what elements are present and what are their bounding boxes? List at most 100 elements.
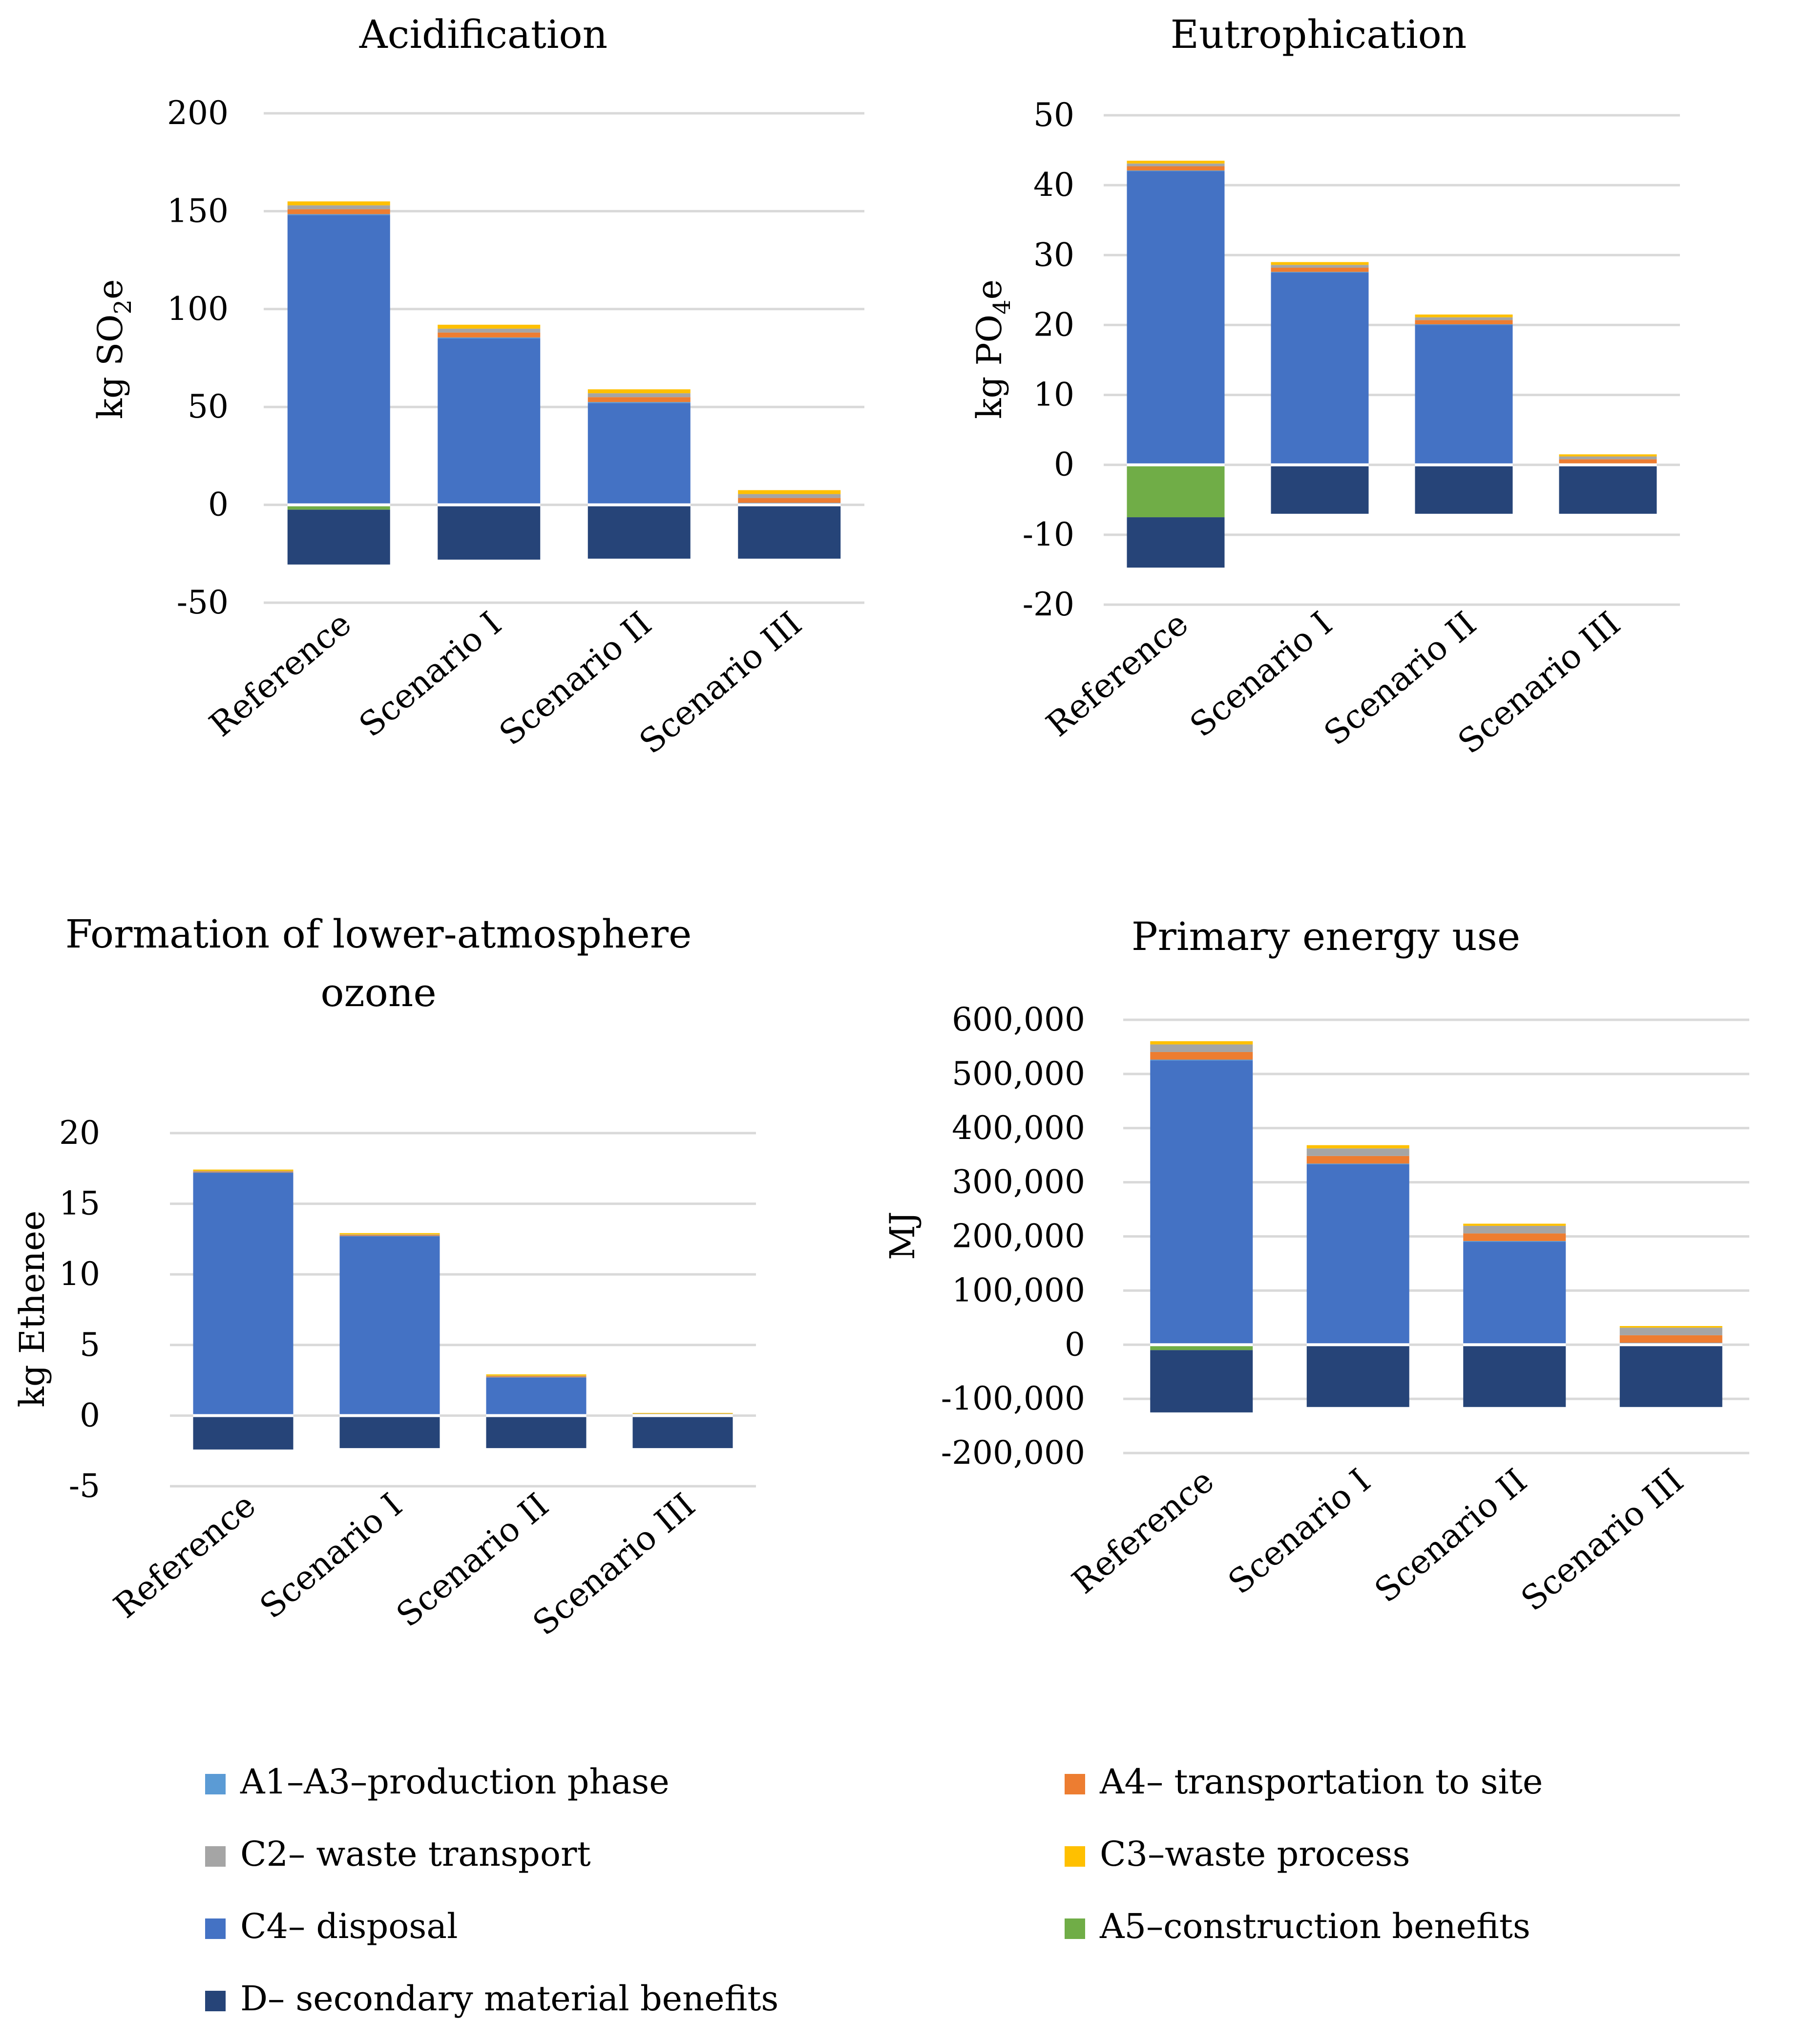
y-tick-label: -10 [1023,516,1074,553]
legend-label: C4– disposal [240,1906,458,1946]
bar-segment-a4-transportation-to-site [1559,459,1657,464]
y-axis-label-main: kg SO [90,315,130,420]
bar-segment-a4-transportation-to-site [287,209,390,214]
y-tick-label: 0 [208,486,229,524]
bar-stack-scenario-ii [1463,1223,1566,1407]
y-tick-label: -5 [69,1467,100,1505]
bar-stack-reference [1150,1041,1253,1412]
legend-swatch [205,1918,226,1939]
bar-segment-c4-disposal [1150,1060,1253,1345]
bar-segment-d-secondary-material-benefits [287,509,390,565]
bar-segment-c3-waste-process [486,1374,587,1376]
bar-segment-c2-waste-transport [632,1413,733,1414]
legend-item-c2-waste-transport: C2– waste transport [205,1834,591,1874]
y-tick-label: 200 [167,94,229,132]
y-tick-label: 300,000 [952,1163,1085,1201]
legend-swatch [1065,1846,1085,1867]
chart-title: Primary energy use [1132,914,1520,959]
bars [287,201,841,565]
legend-swatch [205,1846,226,1867]
legend-item-a4-transportation-to-site: A4– transportation to site [1065,1762,1543,1802]
bar-segment-c2-waste-transport [193,1171,294,1172]
bar-stack-reference [193,1169,294,1450]
y-tick-label: 100 [167,290,229,328]
bar-segment-c3-waste-process [1127,161,1225,164]
y-tick-label: 0 [80,1396,100,1434]
bar-segment-d-secondary-material-benefits [1415,464,1513,514]
bar-segment-c2-waste-transport [738,494,841,498]
bar-segment-a4-transportation-to-site [486,1376,587,1377]
y-tick-label: -50 [177,584,229,621]
bar-segment-a1-a3-production-phase [1463,1241,1566,1242]
y-tick-label: -200,000 [941,1434,1085,1472]
legend-swatch [1065,1774,1085,1794]
bar-segment-c4-disposal [1306,1164,1409,1345]
y-tick-label: 10 [1033,376,1074,414]
bar-segment-a4-transportation-to-site [1463,1233,1566,1241]
bar-segment-a5-construction-benefits [1150,1345,1253,1350]
bar-segment-a5-construction-benefits [287,505,390,510]
bar-segment-c4-disposal [193,1172,294,1416]
y-tick-label: 400,000 [952,1109,1085,1147]
y-tick-label: 20 [1033,306,1074,343]
bar-segment-c4-disposal [1127,171,1225,465]
y-tick-label: 0 [1054,446,1074,484]
chart-formation-of-lower-atmosphere-ozone: Formation of lower-atmosphere ozone -5 0 5 10… [12,911,756,1643]
y-axis-label: kg SO2e [90,279,137,420]
legend-item-c3-waste-process: C3–waste process [1065,1834,1410,1874]
y-axis-label-tail: e [969,279,1009,299]
bar-segment-c3-waste-process [1619,1326,1722,1328]
legend-label: A4– transportation to site [1099,1762,1543,1802]
legend-swatch [1065,1918,1085,1939]
bar-segment-c3-waste-process [1463,1223,1566,1226]
bar-segment-a1-a3-production-phase [738,503,841,504]
bar-segment-a1-a3-production-phase [587,402,691,403]
y-tick-label: 0 [1065,1326,1085,1363]
chart-title: Eutrophication [1171,12,1467,57]
bar-segment-d-secondary-material-benefits [1150,1350,1253,1412]
bar-segment-c2-waste-transport [1463,1225,1566,1234]
y-tick-label: 150 [167,192,229,230]
bar-segment-a1-a3-production-phase [1306,1163,1409,1165]
bar-segment-c3-waste-process [193,1169,294,1171]
legend-item-a5-construction-benefits: A5–construction benefits [1065,1906,1530,1946]
bar-segment-a1-a3-production-phase [193,1172,294,1173]
bar-segment-d-secondary-material-benefits [1271,464,1369,514]
bar-segment-d-secondary-material-benefits [587,505,691,559]
bar-segment-c2-waste-transport [1306,1148,1409,1156]
legend-label: C3–waste process [1100,1834,1410,1874]
y-tick-label: 20 [59,1114,100,1152]
bar-stack-scenario-ii [1415,314,1513,514]
bar-segment-c2-waste-transport [1127,163,1225,167]
bar-segment-a1-a3-production-phase [1415,324,1513,325]
bar-segment-a1-a3-production-phase [287,214,390,215]
bar-stack-scenario-iii [1619,1326,1722,1407]
bar-segment-c2-waste-transport [587,393,691,398]
bars [1127,161,1657,568]
bar-segment-a4-transportation-to-site [438,332,541,337]
bar-segment-c3-waste-process [339,1233,440,1235]
bar-segment-a4-transportation-to-site [193,1171,294,1173]
bar-stack-scenario-iii [738,490,841,559]
legend-swatch [205,1774,226,1794]
bar-segment-d-secondary-material-benefits [193,1415,294,1450]
bar-segment-c4-disposal [1415,325,1513,465]
y-axis-label: kg Ethenee [12,1210,52,1407]
bar-segment-c4-disposal [438,338,541,505]
bar-stack-scenario-i [1271,262,1369,514]
y-axis-label: kg PO4e [969,279,1016,419]
bar-stack-scenario-ii [587,389,691,559]
bar-segment-a4-transportation-to-site [1150,1052,1253,1060]
bar-segment-a4-transportation-to-site [1415,320,1513,324]
bar-stack-scenario-iii [1559,454,1657,514]
y-tick-label: 600,000 [952,1001,1085,1038]
bar-segment-c4-disposal [486,1377,587,1416]
y-axis-label-main: kg PO [969,315,1009,419]
bar-segment-d-secondary-material-benefits [1127,517,1225,568]
bar-segment-a1-a3-production-phase [1619,1343,1722,1344]
chart-primary-energy-use: Primary energy use -200,000 -100,000 0 100,0… [882,914,1749,1619]
bars [193,1169,733,1450]
